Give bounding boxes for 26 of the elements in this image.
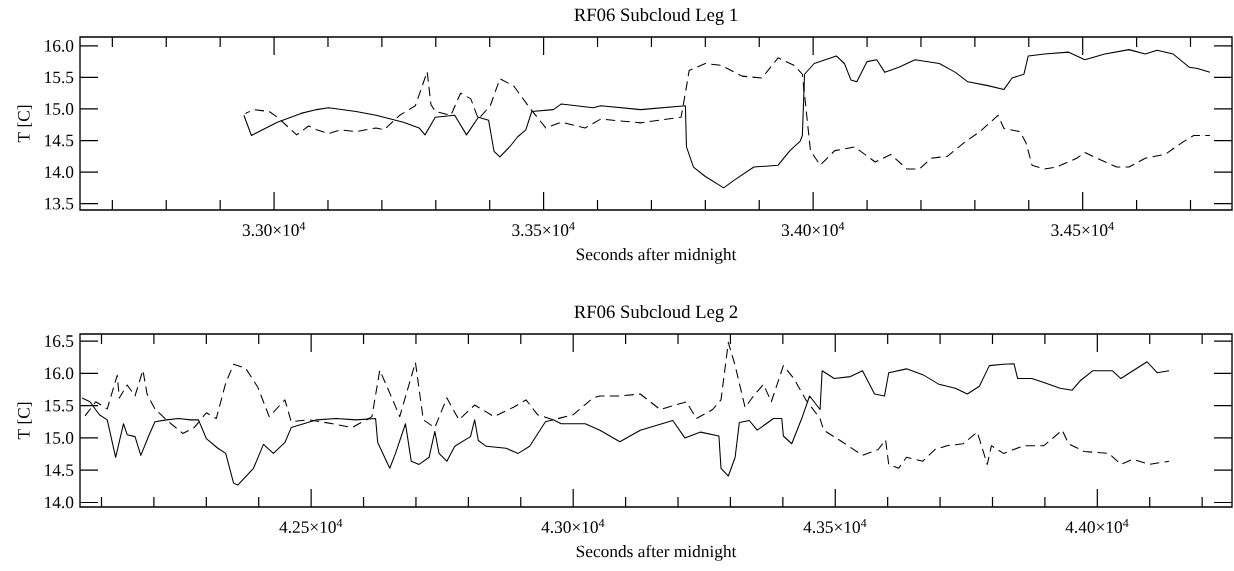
y-tick-label: 15.5 — [45, 71, 74, 84]
x-tick-label: 4.30×10$^{4}$ — [541, 519, 605, 534]
y-tick-label: 14.5 — [45, 134, 74, 147]
x-tick-label: 3.40×10$^{4}$ — [781, 222, 845, 237]
x-axis-title: Seconds after midnight — [576, 544, 737, 561]
x-axis-title: Seconds after midnight — [576, 247, 737, 264]
x-tick-label: 4.35×10$^{4}$ — [803, 519, 867, 534]
y-tick-label: 13.5 — [45, 197, 74, 210]
x-tick-label: 4.25×10$^{4}$ — [279, 519, 343, 534]
y-tick-label: 16.5 — [45, 335, 74, 347]
x-tick-label: 3.35×10$^{4}$ — [512, 222, 575, 237]
x-tick-label: 3.30×10$^{4}$ — [242, 222, 306, 237]
chart-title: RF06 Subcloud Leg 1 — [574, 7, 738, 25]
chart-title: RF06 Subcloud Leg 2 — [574, 304, 738, 322]
y-tick-label: 15.5 — [45, 399, 74, 412]
y-tick-label: 14.0 — [45, 496, 74, 509]
y-axis-title: T [C] — [17, 105, 32, 143]
x-tick-label: 4.40×10$^{4}$ — [1065, 519, 1129, 534]
y-tick-label: 16.0 — [45, 367, 74, 380]
y-axis-title: T [C] — [17, 402, 32, 440]
y-tick-label: 14.0 — [45, 166, 74, 178]
y-tick-label: 15.0 — [45, 103, 74, 115]
y-tick-label: 14.5 — [45, 464, 74, 477]
x-tick-label: 3.45×10$^{4}$ — [1051, 222, 1114, 237]
y-tick-label: 16.0 — [45, 39, 74, 52]
y-tick-label: 15.0 — [45, 432, 74, 444]
